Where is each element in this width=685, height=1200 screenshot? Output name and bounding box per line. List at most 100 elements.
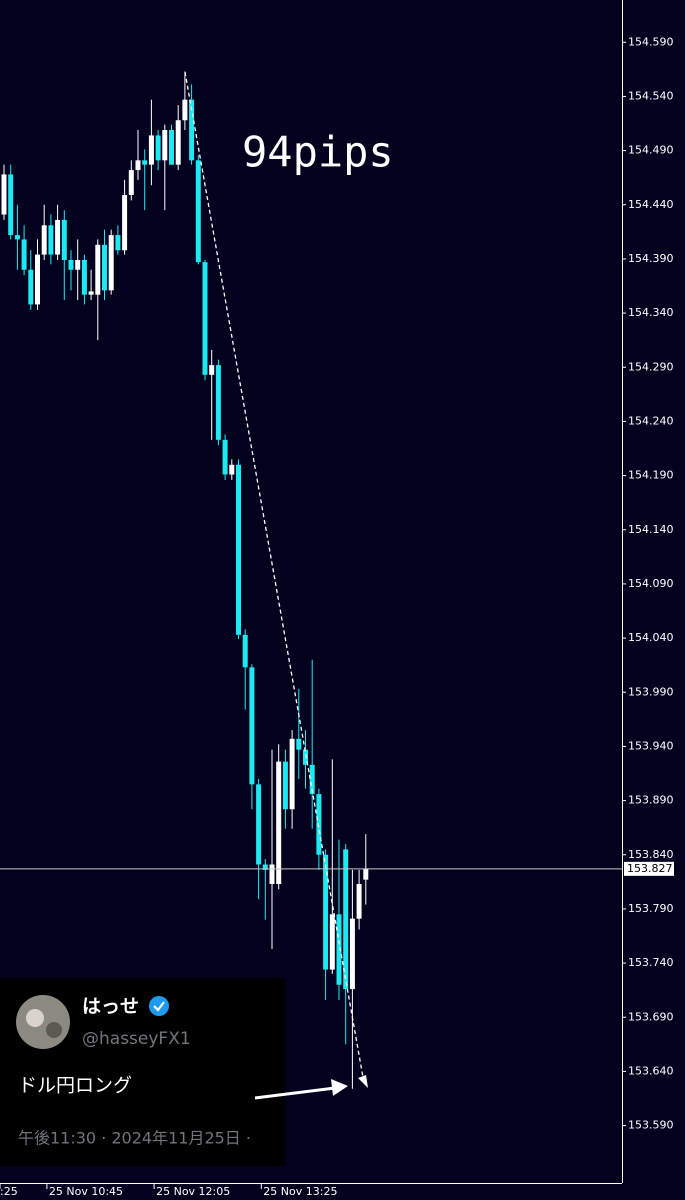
candle-body xyxy=(256,784,262,865)
candle-body xyxy=(209,365,215,375)
candle-body xyxy=(229,464,235,475)
candle-body xyxy=(309,764,315,795)
verified-check xyxy=(153,1001,165,1012)
pointer-arrow xyxy=(254,1086,336,1100)
candle-body xyxy=(41,225,47,255)
y-tick-label: 153.990 xyxy=(628,685,674,698)
candle-body xyxy=(175,120,181,165)
candle-body xyxy=(182,99,188,121)
candle-body xyxy=(242,634,248,668)
x-tick-label: :25 xyxy=(0,1185,18,1198)
y-tick-label: 154.340 xyxy=(628,306,674,319)
y-tick-label: 154.190 xyxy=(628,469,674,482)
y-tick-label: 154.590 xyxy=(628,35,674,48)
candle-body xyxy=(35,254,40,305)
candle-body xyxy=(14,235,20,240)
candle-body xyxy=(115,235,121,251)
candle-body xyxy=(215,365,221,440)
candle-body xyxy=(249,667,255,785)
y-tick-label: 153.590 xyxy=(628,1119,674,1132)
candle-body xyxy=(195,160,201,263)
candle-body xyxy=(102,244,107,291)
overlays: 153.827 xyxy=(0,861,674,876)
candles xyxy=(1,71,369,1089)
y-tick-label: 154.290 xyxy=(628,360,674,373)
candle-body xyxy=(282,761,288,810)
x-tick-label: 25 Nov 13:25 xyxy=(263,1185,337,1198)
y-tick-label: 153.690 xyxy=(628,1010,674,1023)
candle-body xyxy=(269,864,275,884)
candle-body xyxy=(142,160,148,165)
candle-body xyxy=(262,864,268,870)
candle-body xyxy=(28,269,34,305)
candle-body xyxy=(122,195,128,251)
candle-body xyxy=(162,130,168,161)
candle-body xyxy=(21,239,27,270)
avatar-detail xyxy=(26,1009,44,1027)
y-tick-label: 153.640 xyxy=(628,1064,674,1077)
y-tick-label: 154.490 xyxy=(628,144,674,157)
candle-body xyxy=(202,262,208,375)
y-tick-label: 154.540 xyxy=(628,89,674,102)
tweet-timestamp: 午後11:30 · 2024年11月25日 · xyxy=(18,1129,251,1148)
candle-body xyxy=(236,464,241,635)
y-tick-label: 154.090 xyxy=(628,577,674,590)
candle-body xyxy=(329,914,335,970)
x-tick-label: 25 Nov 12:05 xyxy=(156,1185,230,1198)
candle-body xyxy=(356,884,362,919)
candle-body xyxy=(349,918,355,990)
candle-body xyxy=(303,749,308,765)
candle-body xyxy=(336,914,342,985)
candle-body xyxy=(95,244,101,295)
candle-body xyxy=(128,170,134,195)
candle-body xyxy=(316,794,322,855)
trend-arrowhead xyxy=(358,1075,368,1088)
y-tick-label: 153.890 xyxy=(628,794,674,807)
candle-body xyxy=(108,235,114,291)
candle-body xyxy=(68,260,74,270)
tweet-text: ドル円ロング xyxy=(18,1075,132,1097)
y-tick-label: 154.390 xyxy=(628,252,674,265)
y-tick-label: 154.140 xyxy=(628,523,674,536)
candle-body xyxy=(8,174,14,236)
tweet-handle: @hasseyFX1 xyxy=(82,1029,191,1049)
tweet-name: はっせ xyxy=(82,996,139,1018)
avatar-detail xyxy=(46,1022,62,1038)
y-tick-label: 153.740 xyxy=(628,956,674,969)
current-price-box xyxy=(624,861,674,876)
candle-body xyxy=(343,849,349,990)
candle-body xyxy=(296,738,302,750)
candle-body xyxy=(135,160,141,171)
annotation: 94pips xyxy=(242,128,394,177)
x-tick-label: 25 Nov 10:45 xyxy=(49,1185,123,1198)
y-tick-label: 154.040 xyxy=(628,631,674,644)
candle-body xyxy=(48,225,54,255)
candle-body xyxy=(323,854,329,970)
tweet-card: はっせ @hasseyFX1 ドル円ロング 午後11:30 · 2024年11月… xyxy=(0,978,285,1166)
pointer-arrowhead xyxy=(331,1079,348,1096)
y-tick-label: 153.840 xyxy=(628,848,674,861)
candle-body xyxy=(88,291,94,295)
candle-body xyxy=(222,439,228,475)
trend-line xyxy=(184,71,365,1084)
candle-body xyxy=(189,99,195,161)
y-tick-label: 154.240 xyxy=(628,414,674,427)
y-tick-label: 153.940 xyxy=(628,739,674,752)
current-price-label: 153.827 xyxy=(627,862,673,875)
y-tick-label: 154.440 xyxy=(628,198,674,211)
y-tick-label: 153.790 xyxy=(628,902,674,915)
candle-body xyxy=(363,868,369,880)
candle-body xyxy=(169,130,174,165)
candle-body xyxy=(55,219,61,255)
candle-body xyxy=(75,260,81,270)
candle-body xyxy=(155,135,161,161)
axes: 154.590 154.540 154.490 154.440 154.390 154.3… xyxy=(0,35,674,1198)
candle-body xyxy=(148,135,154,165)
candle-body xyxy=(61,219,67,260)
candle-body xyxy=(289,738,295,810)
candle-body xyxy=(81,260,87,295)
candle-body xyxy=(1,174,7,215)
candle-body xyxy=(276,761,282,884)
